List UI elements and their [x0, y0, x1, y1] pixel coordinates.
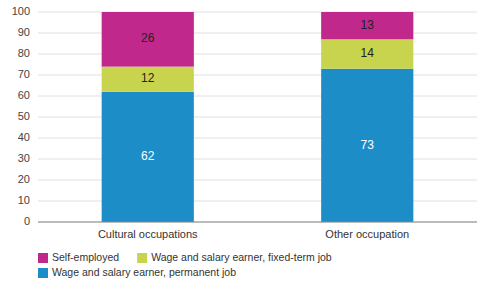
x-tick-label: Cultural occupations: [98, 228, 198, 240]
data-label: 12: [141, 71, 155, 85]
legend-label: Self-employed: [52, 251, 119, 263]
y-tick-label: 40: [18, 131, 30, 143]
y-tick-label: 0: [24, 215, 30, 227]
chart: 0 10 20 30 40 50 60 70 80 90 100 62 12 26 73 14 13 Cultur…: [0, 0, 491, 302]
bar-segment: [102, 92, 194, 222]
data-label: 13: [361, 18, 375, 32]
data-label: 14: [361, 46, 375, 60]
x-axis: Cultural occupations Other occupation: [98, 228, 409, 240]
y-tick-label: 90: [18, 26, 30, 38]
bar-segment: [102, 67, 194, 92]
bar-segment: [321, 12, 413, 39]
y-tick-label: 20: [18, 173, 30, 185]
legend-item: Self-employed: [38, 251, 119, 263]
legend-item: Wage and salary earner, permanent job: [38, 266, 236, 278]
legend-item: Wage and salary earner, fixed-term job: [137, 251, 332, 263]
y-tick-label: 100: [12, 5, 30, 17]
y-tick-label: 10: [18, 194, 30, 206]
legend-swatch: [38, 253, 48, 263]
data-label: 73: [361, 138, 375, 152]
bar-segment: [321, 39, 413, 68]
data-label: 62: [141, 149, 155, 163]
y-tick-label: 70: [18, 68, 30, 80]
x-tick-label: Other occupation: [325, 228, 409, 240]
legend-swatch: [137, 253, 147, 263]
legend-label: Wage and salary earner, fixed-term job: [151, 251, 332, 263]
legend-swatch: [38, 268, 48, 278]
y-tick-label: 60: [18, 89, 30, 101]
legend-label: Wage and salary earner, permanent job: [52, 266, 236, 278]
y-tick-label: 30: [18, 152, 30, 164]
data-labels: 62 12 26 73 14 13: [141, 18, 374, 163]
x-axis-line: [38, 222, 477, 223]
y-axis: 0 10 20 30 40 50 60 70 80 90 100: [12, 5, 477, 227]
chart-container: 0 10 20 30 40 50 60 70 80 90 100 62 12 26 73 14 13 Cultur…: [0, 0, 491, 302]
legend: Self-employed Wage and salary earner, fix…: [38, 251, 332, 278]
bar-segment: [321, 69, 413, 222]
grid-line: [38, 222, 477, 223]
y-tick-label: 50: [18, 110, 30, 122]
data-label: 26: [141, 31, 155, 45]
bar-segment: [102, 12, 194, 67]
y-tick-label: 80: [18, 47, 30, 59]
bars: [102, 12, 414, 222]
